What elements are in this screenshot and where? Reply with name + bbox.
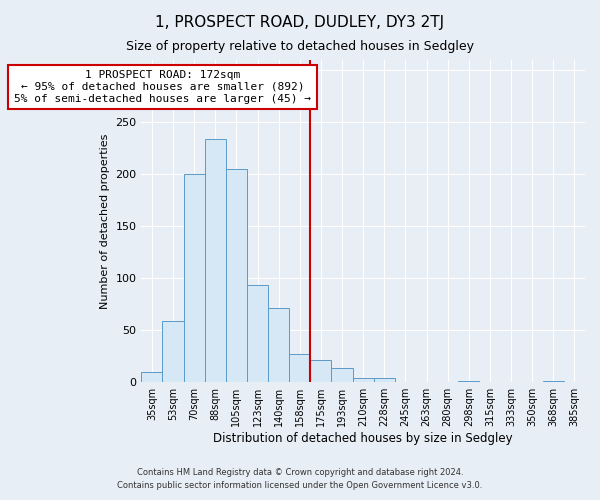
Bar — [268, 308, 289, 382]
Bar — [543, 381, 564, 382]
Y-axis label: Number of detached properties: Number of detached properties — [100, 134, 110, 309]
Text: Contains HM Land Registry data © Crown copyright and database right 2024.
Contai: Contains HM Land Registry data © Crown c… — [118, 468, 482, 490]
Bar — [353, 378, 374, 382]
Bar — [458, 381, 479, 382]
Bar — [226, 169, 247, 382]
X-axis label: Distribution of detached houses by size in Sedgley: Distribution of detached houses by size … — [214, 432, 513, 445]
Bar — [374, 378, 395, 382]
Text: 1, PROSPECT ROAD, DUDLEY, DY3 2TJ: 1, PROSPECT ROAD, DUDLEY, DY3 2TJ — [155, 15, 445, 30]
Bar — [163, 321, 184, 382]
Bar — [142, 372, 163, 382]
Bar — [289, 354, 310, 382]
Text: 1 PROSPECT ROAD: 172sqm
← 95% of detached houses are smaller (892)
5% of semi-de: 1 PROSPECT ROAD: 172sqm ← 95% of detache… — [14, 70, 311, 104]
Bar — [247, 284, 268, 382]
Text: Size of property relative to detached houses in Sedgley: Size of property relative to detached ho… — [126, 40, 474, 53]
Bar — [331, 368, 353, 382]
Bar — [184, 174, 205, 382]
Bar — [205, 139, 226, 382]
Bar — [310, 360, 331, 382]
